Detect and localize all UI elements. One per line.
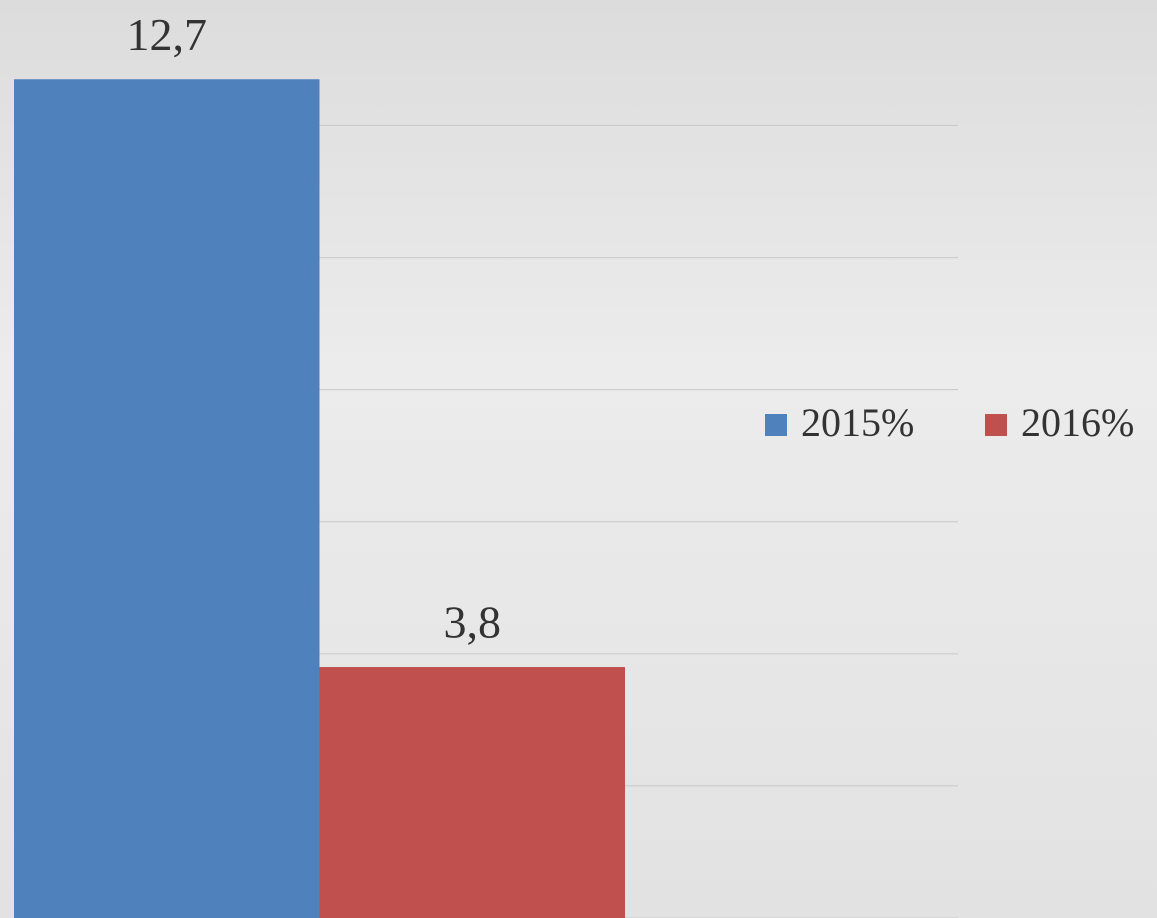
page: {"chart_data": {"type": "bar", "categori…	[0, 0, 1157, 918]
bar	[14, 79, 320, 918]
data-label: 12,7	[127, 9, 208, 60]
legend-label: 2016%	[1021, 400, 1134, 445]
legend-label: 2015%	[801, 400, 914, 445]
bar	[320, 667, 626, 918]
legend-swatch	[765, 414, 787, 436]
data-label: 3,8	[444, 597, 502, 648]
chart: 12,7 3,8 2015% 2016%	[0, 0, 1157, 918]
legend-swatch	[985, 414, 1007, 436]
